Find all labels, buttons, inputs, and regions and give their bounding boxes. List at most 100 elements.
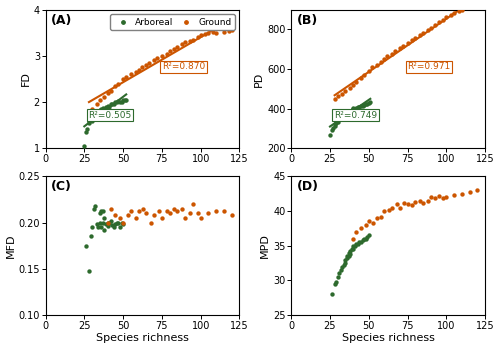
Point (349, 106, 357, 112)
Point (153, 55, 161, 61)
Point (100, 227, 108, 233)
Point (209, 29, 217, 35)
Text: (B): (B) (297, 14, 318, 27)
Point (220, 29, 228, 35)
Point (122, 97, 130, 103)
Point (105, 104, 113, 110)
Point (147, 220, 155, 225)
Point (328, 127, 336, 132)
Point (360, 102, 368, 107)
Point (150, 212, 158, 218)
Point (330, 123, 338, 128)
Point (132, 69, 140, 75)
Point (412, 35, 420, 40)
Point (146, 60, 154, 66)
Point (349, 82, 357, 88)
Point (170, 46, 178, 52)
Point (340, 262, 348, 268)
Point (363, 101, 371, 106)
Point (98, 109, 106, 114)
Point (134, 67, 142, 73)
Point (352, 229, 360, 235)
Point (132, 215, 140, 221)
Y-axis label: PD: PD (254, 71, 264, 87)
Point (112, 222, 120, 227)
Point (92, 102, 100, 107)
Point (138, 65, 145, 70)
Point (385, 207, 393, 213)
Point (212, 30, 220, 36)
Point (106, 218, 114, 223)
Point (92, 222, 100, 227)
Point (346, 248, 354, 254)
Point (357, 75, 365, 81)
Point (384, 53, 392, 59)
Point (356, 104, 364, 110)
Point (455, 8, 463, 14)
Point (202, 31, 209, 36)
Point (127, 72, 135, 77)
Point (365, 232, 373, 238)
Point (119, 220, 127, 225)
Point (466, 189, 473, 194)
Point (91, 203, 99, 209)
Point (377, 59, 385, 64)
Point (90, 116, 98, 121)
Point (330, 121, 338, 126)
Point (334, 117, 342, 123)
Point (86, 233, 94, 239)
Point (174, 44, 182, 49)
Point (99, 208, 107, 213)
Point (98, 106, 106, 112)
Point (337, 115, 345, 120)
Point (357, 225, 365, 231)
Point (106, 102, 114, 107)
Point (98, 224, 106, 230)
Point (450, 10, 458, 16)
Point (108, 102, 116, 107)
Point (186, 38, 194, 44)
Point (178, 206, 186, 211)
Point (391, 49, 399, 54)
Point (85, 111, 93, 117)
Text: R²=0.505: R²=0.505 (88, 111, 132, 120)
Point (127, 208, 135, 213)
Point (104, 220, 112, 225)
Point (102, 222, 110, 227)
Point (91, 112, 99, 118)
Point (419, 30, 427, 36)
Point (416, 198, 424, 203)
Point (100, 215, 108, 221)
Point (181, 39, 189, 45)
Text: (C): (C) (52, 180, 72, 193)
Point (142, 210, 150, 216)
Point (189, 201, 197, 207)
Point (220, 208, 228, 213)
Point (349, 246, 357, 252)
Point (348, 107, 356, 112)
Point (370, 221, 378, 226)
Point (114, 98, 122, 104)
Point (150, 58, 158, 63)
Point (166, 49, 173, 54)
Point (174, 209, 182, 214)
Point (114, 81, 122, 87)
Point (88, 118, 96, 124)
Point (99, 220, 107, 225)
Point (434, 193, 442, 199)
Point (119, 76, 127, 82)
Point (343, 255, 351, 261)
Point (106, 88, 114, 93)
Point (113, 99, 121, 105)
Point (88, 106, 96, 112)
Point (88, 114, 96, 120)
Point (366, 99, 374, 105)
Point (99, 106, 107, 112)
Point (349, 105, 357, 111)
Point (228, 212, 235, 218)
Point (336, 271, 344, 276)
Point (363, 235, 371, 240)
Text: (A): (A) (52, 14, 72, 27)
Point (354, 241, 362, 246)
Point (392, 201, 400, 207)
